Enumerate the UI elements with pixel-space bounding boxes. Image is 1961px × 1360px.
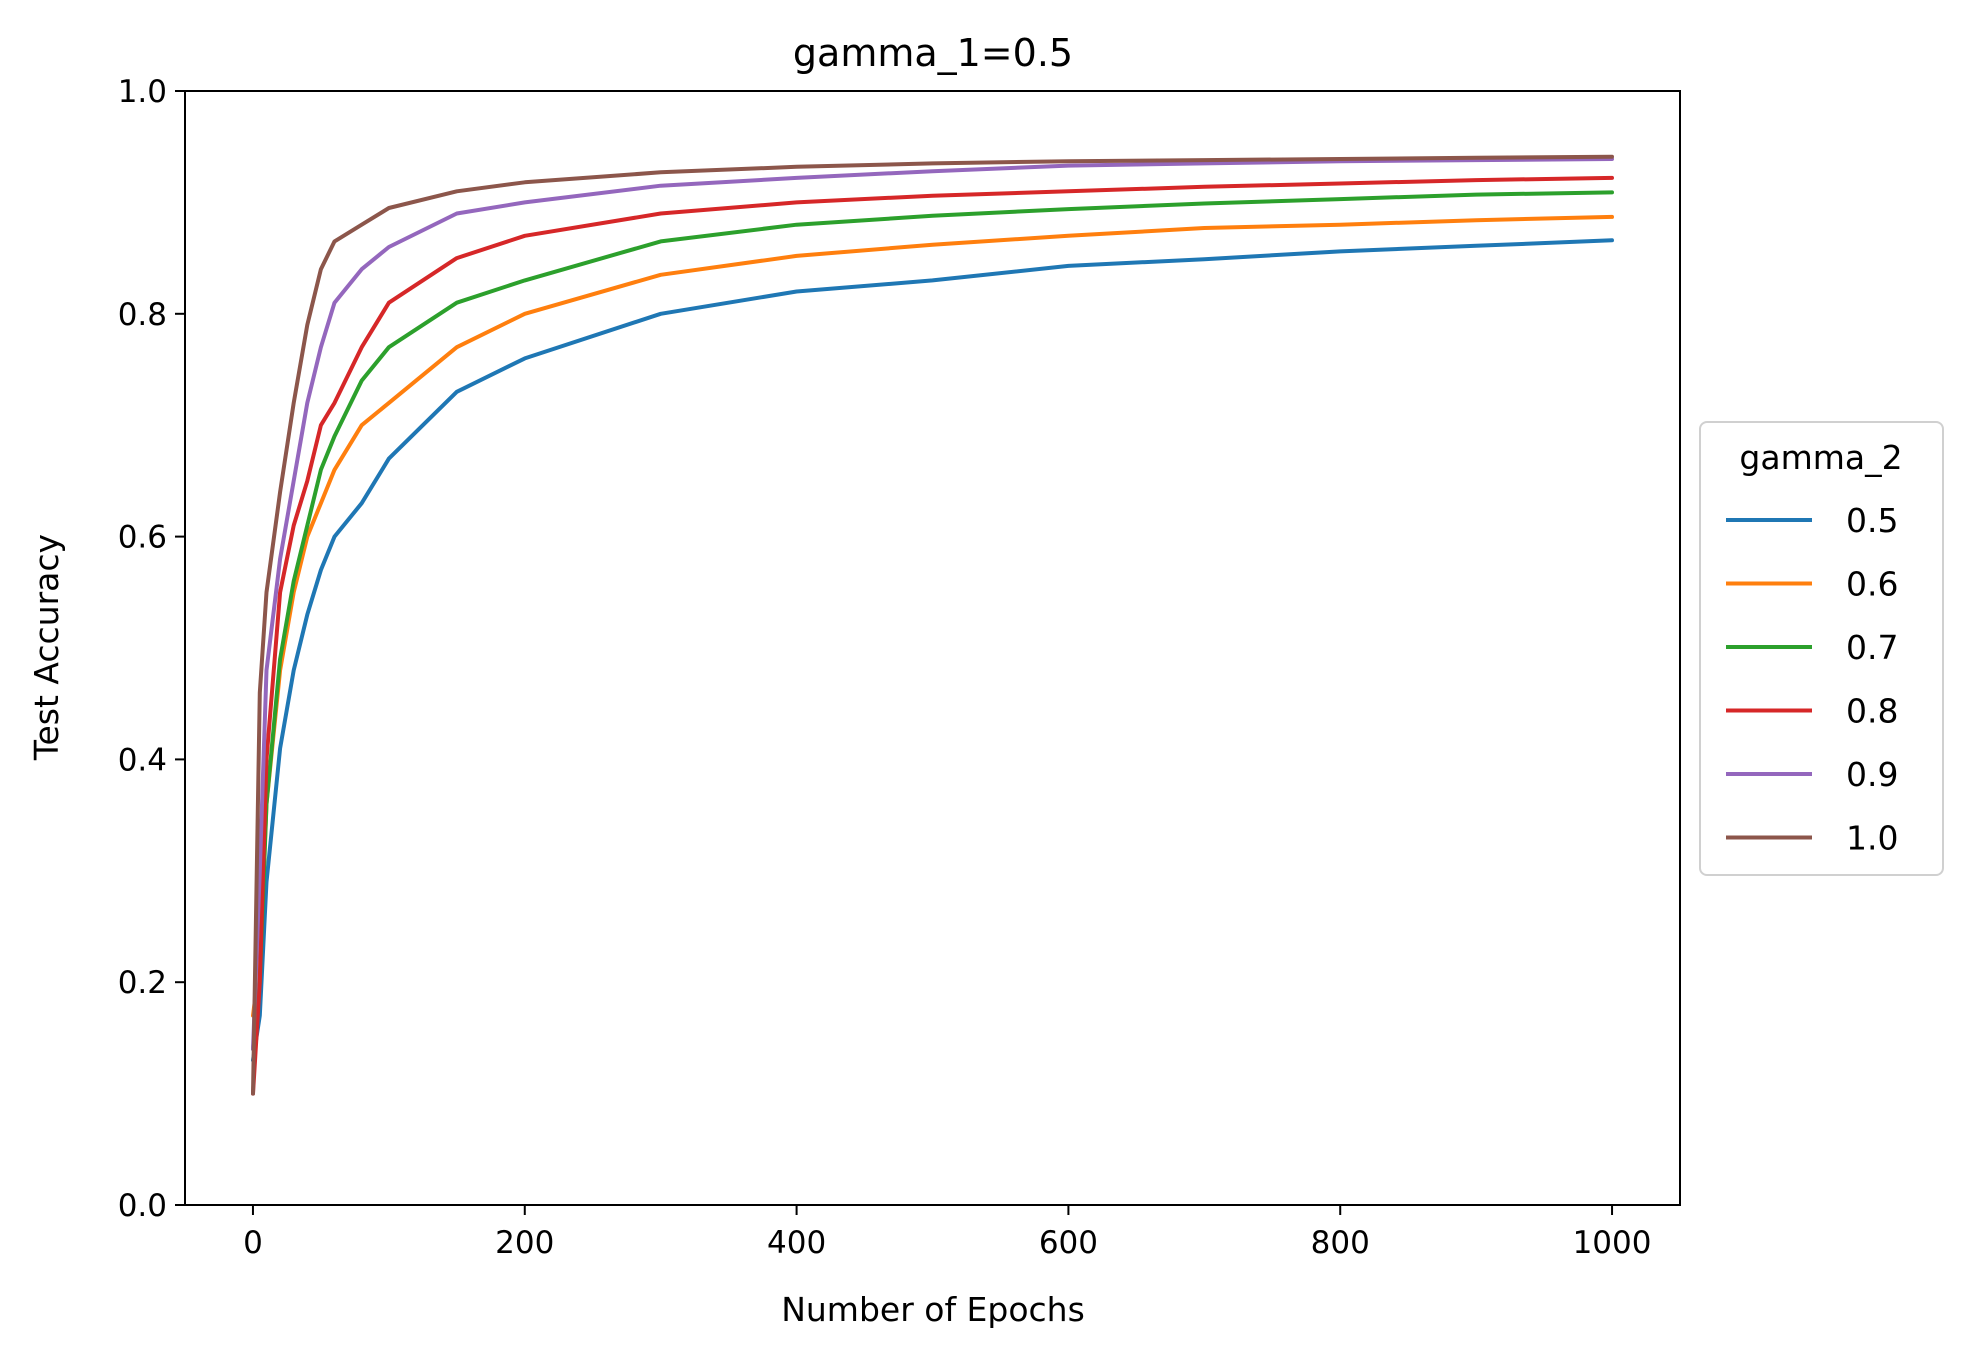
y-axis-label: Test Accuracy	[27, 534, 66, 761]
legend-label: 0.7	[1846, 628, 1898, 667]
series-line-0.5	[251, 238, 1614, 1063]
x-tick-label: 400	[767, 1225, 826, 1261]
series-lines	[251, 154, 1614, 1096]
y-axis-ticks: 0.0 0.2 0.4 0.6 0.8 1.0	[118, 74, 185, 1224]
legend-items: 0.5 0.6 0.7 0.8 0.9 1.0	[1726, 501, 1898, 858]
x-tick-label: 1000	[1573, 1225, 1652, 1261]
legend-label: 1.0	[1846, 819, 1898, 858]
y-tick-label: 0.0	[118, 1188, 167, 1224]
y-tick-label: 1.0	[118, 74, 167, 110]
series-line-0.6	[251, 214, 1614, 1018]
series-line-1.0	[251, 154, 1614, 1096]
x-tick-label: 600	[1039, 1225, 1098, 1261]
legend-title: gamma_2	[1739, 438, 1902, 477]
x-tick-label: 0	[243, 1225, 263, 1261]
y-tick-label: 0.8	[118, 297, 167, 333]
y-tick-label: 0.6	[118, 520, 167, 556]
legend-label: 0.8	[1846, 692, 1898, 731]
y-tick-label: 0.4	[118, 742, 167, 778]
x-axis-ticks: 0 200 400 600 800 1000	[243, 1205, 1651, 1261]
legend-box	[1699, 421, 1944, 876]
y-tick-label: 0.2	[118, 965, 167, 1001]
series-line-0.7	[251, 190, 1614, 1051]
legend: gamma_2 0.5 0.6 0.7 0.8 0.9 1.0	[1699, 421, 1944, 876]
legend-label: 0.6	[1846, 565, 1898, 604]
series-line-0.8	[251, 175, 1614, 1096]
legend-label: 0.9	[1846, 755, 1898, 794]
x-tick-label: 800	[1311, 1225, 1370, 1261]
axes-frame	[184, 90, 1681, 1206]
legend-label: 0.5	[1846, 501, 1898, 540]
chart-title: gamma_1=0.5	[793, 31, 1073, 75]
x-axis-label: Number of Epochs	[781, 1290, 1085, 1329]
plot-area: 0 200 400 600 800 1000 0.0 0.2 0.4 0.6 0.8 1.0	[118, 74, 1681, 1261]
x-tick-label: 200	[495, 1225, 554, 1261]
series-line-0.9	[251, 157, 1614, 1051]
